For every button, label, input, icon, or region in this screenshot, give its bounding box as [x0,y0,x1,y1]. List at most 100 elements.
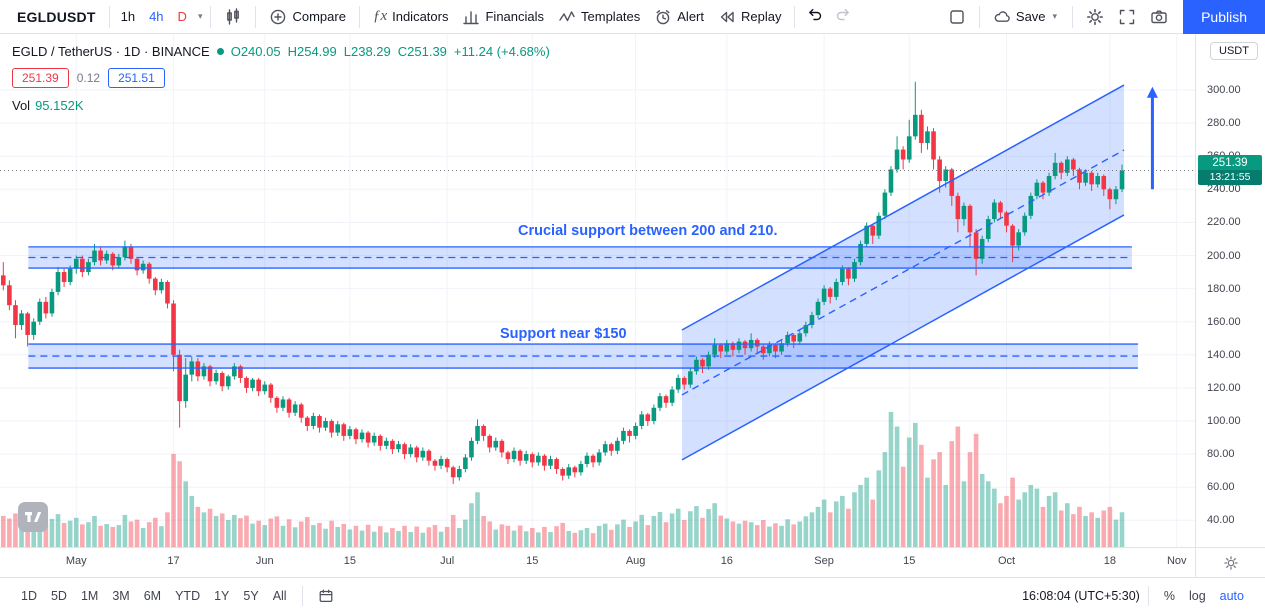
indicators-label: Indicators [392,9,449,24]
axis-settings-gear-icon[interactable] [1223,555,1239,571]
range-button-3m[interactable]: 3M [112,588,130,603]
alert-button[interactable]: Alert [647,4,711,30]
publish-button[interactable]: Publish [1183,0,1265,34]
annotation-support-150[interactable]: Support near $150 [500,326,627,342]
toolbar-separator [210,5,212,28]
toolbar-separator [255,5,257,28]
fx-indicators-icon: ƒx [372,8,388,24]
top-toolbar: EGLDUSDT 1h 4h D ▾ Compare ƒx Indicators [0,0,1265,34]
price-tick-label: 100.00 [1207,415,1241,427]
chart-legend: EGLD / TetherUS · 1D · BINANCE O240.05 H… [12,44,550,113]
currency-toggle-button[interactable]: USDT [1210,42,1258,60]
price-tick-label: 120.00 [1207,381,1241,394]
templates-wave-icon [559,10,575,21]
redo-arrow-icon [837,8,850,21]
price-tick-label: 220.00 [1207,216,1241,229]
compare-plus-icon [271,9,286,24]
undo-arrow-icon [809,8,822,21]
replay-rewind-icon [720,11,734,22]
financials-bars-icon [463,10,480,24]
calendar-icon [319,589,332,602]
range-button-ytd[interactable]: YTD [175,588,201,603]
price-tick-label: 160.00 [1207,315,1241,328]
time-tick-label: Jun [255,555,274,567]
indicators-button[interactable]: ƒx Indicators [366,4,456,29]
price-tick-label: 180.00 [1207,282,1241,295]
percent-scale-button[interactable]: % [1163,588,1175,603]
time-tick-label: 15 [526,555,539,567]
bar-countdown: 13:21:55 [1198,170,1262,186]
range-button-all[interactable]: All [272,588,287,603]
toolbar-separator [1072,5,1074,28]
financials-button[interactable]: Financials [455,4,551,30]
range-button-1y[interactable]: 1Y [214,588,230,603]
compare-button[interactable]: Compare [262,4,352,30]
symbol-name: EGLDUSDT [17,8,96,25]
toolbar-separator [978,5,980,28]
bottom-separator [301,585,303,606]
chart-type-button[interactable] [217,4,249,30]
price-chart[interactable] [0,34,1195,547]
layout-button[interactable] [941,4,973,30]
price-tick-label: 80.00 [1207,448,1235,461]
high-value: H254.99 [287,44,337,59]
change-value: +11.24 (+4.68%) [453,44,550,59]
low-value: L238.29 [343,44,391,59]
interval-menu-chevron-down-icon[interactable]: ▾ [197,11,203,21]
time-tick-label: Oct [997,555,1016,567]
price-tick-label: 300.00 [1207,84,1241,96]
alarm-clock-icon [656,9,670,24]
price-tick-label: 60.00 [1207,481,1235,494]
toolbar-separator [108,5,110,28]
tradingview-logo[interactable] [18,502,48,532]
settings-button[interactable] [1079,4,1111,30]
symbol-title[interactable]: EGLD / TetherUS · 1D · BINANCE [12,44,210,59]
volume-label[interactable]: Vol [12,98,31,113]
range-button-5d[interactable]: 5D [50,588,67,603]
save-button[interactable]: Save ▾ [986,4,1066,30]
time-axis[interactable]: May 17 Jun 15 Jul 15 Aug 16 Sep 15 Oct 18 Nov [0,547,1195,577]
undo-button[interactable] [801,3,829,30]
close-value: C251.39 [397,44,447,59]
sell-price-button[interactable]: 251.39 [12,68,69,88]
redo-button[interactable] [829,3,857,30]
bottom-toolbar: 1D 5D 1M 3M 6M YTD 1Y 5Y All 16:08:04 (U… [0,577,1265,613]
price-tick-label: 200.00 [1207,249,1241,262]
templates-label: Templates [581,9,641,24]
interval-button-4h[interactable]: 4h [149,9,164,24]
go-to-date-button[interactable] [311,584,341,608]
open-value: O240.05 [230,44,281,59]
range-button-6m[interactable]: 6M [143,588,162,603]
range-button-1d[interactable]: 1D [21,588,37,603]
time-tick-label: 18 [1103,555,1116,567]
interval-button-1h[interactable]: 1h [120,9,136,24]
tradingview-logo-glyph [25,512,42,522]
time-tick-label: Aug [625,555,646,567]
replay-label: Replay [741,9,782,24]
price-tick-label: 40.00 [1207,514,1235,527]
save-chevron-down-icon: ▾ [1052,11,1058,21]
range-button-1m[interactable]: 1M [80,588,99,603]
templates-button[interactable]: Templates [551,4,647,30]
auto-scale-button[interactable]: auto [1219,588,1244,603]
buy-price-button[interactable]: 251.51 [108,68,165,88]
time-tick-label: Jul [440,555,455,567]
market-status-dot[interactable] [216,48,224,55]
log-scale-button[interactable]: log [1188,588,1206,603]
symbol-search-button[interactable]: EGLDUSDT [10,5,103,29]
interval-button-1d[interactable]: D [177,9,187,24]
price-scale[interactable]: 300.00280.00260.00240.00220.00200.00180.… [1195,34,1265,547]
compare-label: Compare [292,9,346,24]
snapshot-button[interactable] [1143,4,1175,30]
alert-label: Alert [677,9,704,24]
timezone-clock[interactable]: 16:08:04 (UTC+5:30) [1022,588,1140,603]
replay-button[interactable]: Replay [711,4,788,30]
last-price-badge: 251.39 13:21:55 [1198,155,1262,186]
range-button-5y[interactable]: 5Y [243,588,259,603]
fullscreen-button[interactable] [1111,4,1143,30]
save-label: Save [1015,9,1046,24]
chart-pane: EGLD / TetherUS · 1D · BINANCE O240.05 H… [0,34,1195,547]
time-tick-label: 15 [343,555,356,567]
gear-icon [1087,8,1104,25]
annotation-crucial-support[interactable]: Crucial support between 200 and 210. [518,223,778,239]
